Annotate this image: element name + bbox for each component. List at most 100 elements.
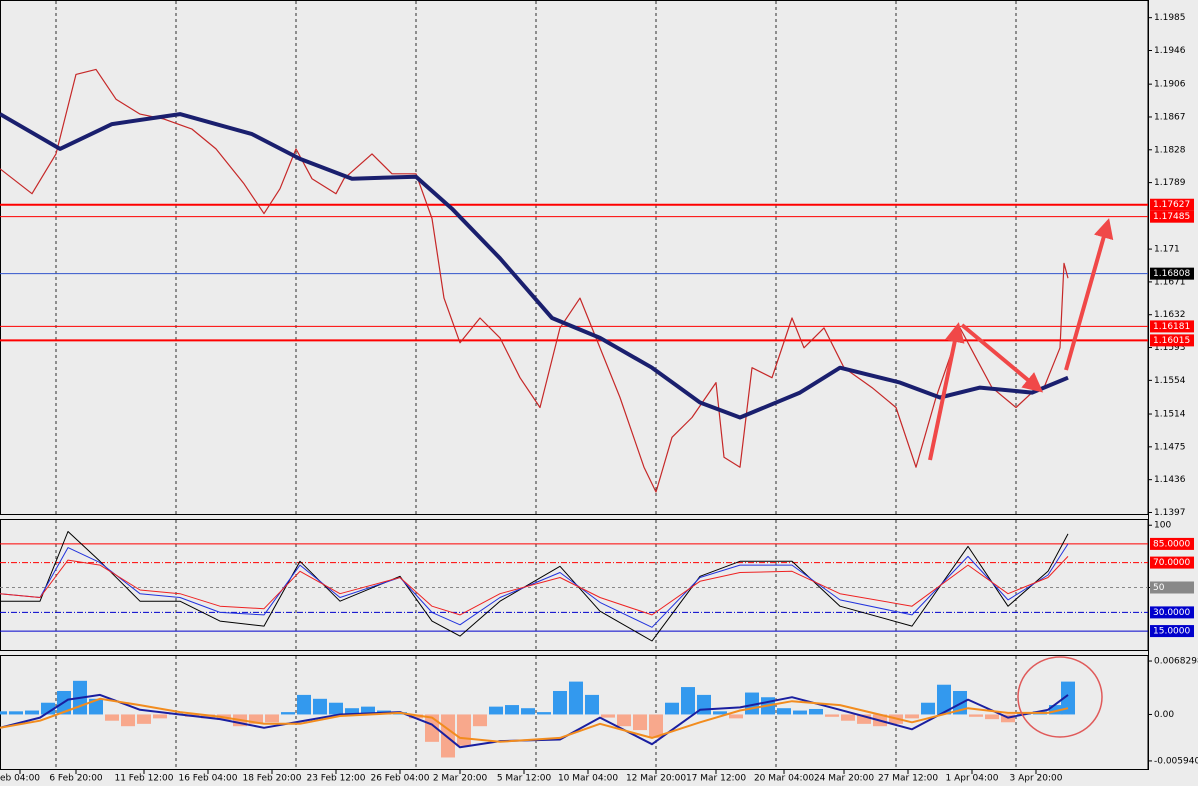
series-line (0, 697, 1069, 743)
series-line (0, 543, 1069, 628)
x-tick-label: 20 Mar 04:00 (754, 774, 814, 784)
x-tick-label: 5 Mar 12:00 (497, 774, 552, 784)
histogram-bar (649, 714, 663, 738)
pane-frame (0, 0, 1149, 515)
x-tick-label: 6 Feb 20:00 (49, 774, 103, 784)
x-tick-label: 26 Feb 04:00 (370, 774, 429, 784)
level-label: 1.17627 (1153, 200, 1190, 210)
histogram-bar (505, 705, 519, 715)
histogram-bar (681, 687, 695, 715)
histogram-bar (985, 714, 999, 720)
histogram-bar (793, 710, 807, 715)
x-tick-label: 27 Mar 12:00 (878, 774, 938, 784)
level-label: 1.17485 (1153, 212, 1190, 222)
y-tick-label: -0.005940 (1154, 756, 1198, 766)
series-line (0, 556, 1069, 616)
histogram-bar (137, 714, 151, 724)
x-tick-label: 16 Feb 04:00 (178, 774, 237, 784)
level-label-box (1150, 581, 1194, 594)
level-label-box (1150, 556, 1194, 569)
histogram-bar (441, 714, 455, 758)
level-label: 1.16808 (1153, 269, 1190, 279)
level-label-box (1150, 334, 1194, 347)
level-label: 50 (1153, 583, 1165, 593)
histogram-bar (729, 714, 743, 719)
x-tick-label: 12 Mar 20:00 (626, 774, 686, 784)
level-label-box (1150, 537, 1194, 550)
x-tick-label: 24 Mar 20:00 (814, 774, 874, 784)
annotations (928, 218, 1114, 738)
level-label: 70.0000 (1153, 558, 1190, 568)
y-tick-label: 1.1985 (1154, 13, 1186, 23)
histogram-bar (537, 712, 551, 715)
y-tick-label: 1.1632 (1154, 310, 1186, 320)
histogram-bar (905, 714, 919, 719)
y-tick-label: 1.1946 (1154, 46, 1186, 56)
histogram-bar (473, 714, 487, 727)
level-label: 85.0000 (1153, 539, 1190, 549)
y-tick-label: 1.1906 (1154, 80, 1186, 90)
histogram-bar (89, 698, 103, 715)
y-tick-label: 0.0068298 (1154, 657, 1198, 667)
histogram-bar (345, 708, 359, 715)
series-line (0, 68, 1069, 493)
y-tick-label: 100 (1154, 521, 1171, 531)
histogram-bar (329, 702, 343, 715)
histogram-bar (825, 714, 839, 717)
y-tick-label: 1.1514 (1154, 410, 1186, 420)
histogram-bar (409, 714, 423, 719)
histogram-bar (713, 711, 727, 715)
x-tick-label: 11 Feb 12:00 (114, 774, 173, 784)
arrow (928, 322, 965, 461)
histogram-bar (921, 702, 935, 715)
histogram-bar (361, 706, 375, 715)
histogram-bar (1049, 705, 1063, 715)
y-tick-label: 1.1436 (1154, 475, 1186, 485)
histogram-bar (969, 714, 983, 717)
histogram-bar (937, 684, 951, 715)
histogram-bar (281, 712, 295, 715)
histogram-bar (601, 714, 615, 718)
y-tick-label: 1.1475 (1154, 442, 1186, 452)
x-tick-label: 10 Mar 04:00 (558, 774, 618, 784)
histogram-bar (521, 708, 535, 715)
x-tick-label: 3 Apr 20:00 (1010, 774, 1063, 784)
x-tick-label: 2 Mar 20:00 (433, 774, 488, 784)
level-label-box (1150, 267, 1194, 280)
histogram-bar (9, 711, 23, 715)
level-label-box (1150, 210, 1194, 223)
arrow (960, 323, 1044, 393)
y-tick-label: 1.1867 (1154, 112, 1186, 122)
level-label-box (1150, 625, 1194, 638)
x-tick-label: eb 04:00 (0, 774, 40, 784)
y-tick-label: 0.00 (1154, 710, 1174, 720)
histogram-bar (249, 714, 263, 724)
histogram-bar (585, 694, 599, 715)
histogram-bar (265, 714, 279, 723)
level-label: 1.16181 (1153, 322, 1190, 332)
histogram-bar (313, 698, 327, 715)
histogram-bar (25, 710, 39, 715)
arrow (1064, 218, 1114, 371)
highlight-circle (1017, 656, 1103, 738)
histogram-bar (457, 714, 471, 746)
series-line (0, 531, 1069, 642)
y-tick-label: 1.1671 (1154, 277, 1186, 287)
histogram-bar (489, 706, 503, 715)
histogram-bar (121, 714, 135, 727)
x-tick-label: 18 Feb 20:00 (242, 774, 301, 784)
x-tick-label: 17 Mar 12:00 (686, 774, 746, 784)
histogram-bar (105, 714, 119, 721)
level-label: 15.0000 (1153, 627, 1190, 637)
histogram-bar (41, 702, 55, 715)
histogram-bar (297, 694, 311, 715)
histogram-bar (841, 714, 855, 721)
histogram-bar (809, 708, 823, 715)
level-label-box (1150, 606, 1194, 619)
level-label-box (1150, 320, 1194, 333)
x-tick-label: 1 Apr 04:00 (946, 774, 999, 784)
y-tick-label: 1.1397 (1154, 508, 1186, 518)
series-line (0, 112, 1069, 420)
